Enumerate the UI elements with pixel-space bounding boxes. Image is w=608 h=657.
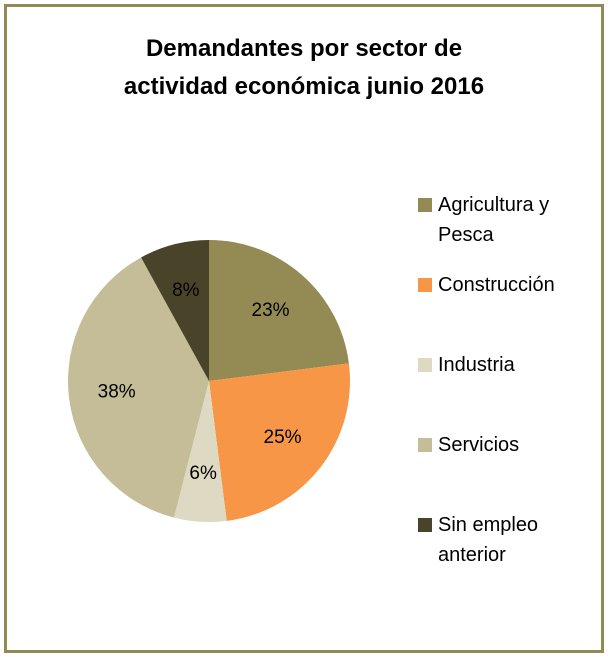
legend-entry: Construcción — [418, 270, 598, 300]
data-label: 38% — [98, 382, 136, 403]
legend-label: Servicios — [438, 434, 520, 456]
legend-swatch — [418, 198, 432, 212]
legend-swatch — [418, 518, 432, 532]
data-label: 6% — [189, 463, 217, 484]
legend-entry: Sin empleo anterior — [418, 510, 598, 570]
pie-slice — [209, 363, 350, 521]
chart-title: Demandantes por sector de actividad econ… — [123, 35, 485, 100]
legend-label: Agricultura y Pesca — [438, 194, 550, 246]
legend-label: Industria — [438, 354, 515, 376]
data-label: 25% — [264, 427, 302, 448]
pie-slice — [209, 240, 349, 381]
legend-entry: Agricultura y Pesca — [418, 190, 598, 250]
pie-slice — [141, 240, 209, 381]
legend-label: Construcción — [438, 274, 555, 296]
data-label: 8% — [172, 280, 200, 301]
chart-frame — [4, 4, 604, 653]
legend-swatch — [418, 278, 432, 292]
pie-slice — [173, 381, 227, 522]
data-label: 23% — [252, 300, 290, 321]
legend-entry: Industria — [418, 350, 598, 380]
pie-slice — [68, 257, 209, 518]
legend-swatch — [418, 438, 432, 452]
legend-label: Sin empleo anterior — [438, 514, 539, 566]
legend-swatch — [418, 358, 432, 372]
legend-entry: Servicios — [418, 430, 598, 460]
